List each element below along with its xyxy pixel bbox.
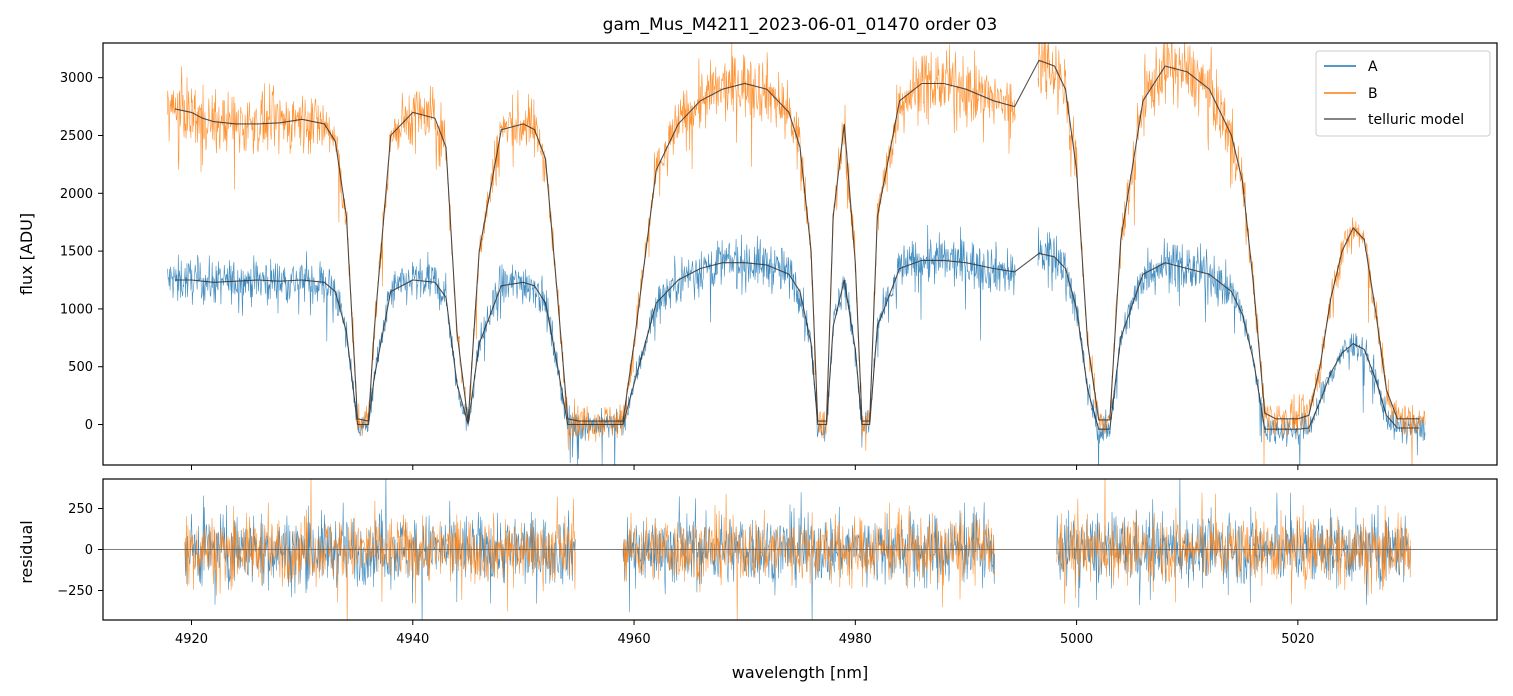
flux-y-tick-label: 500 [68, 360, 93, 375]
legend: A B telluric model [1315, 50, 1491, 137]
residual-y-tick-label: 0 [85, 543, 93, 558]
flux-y-tick-label: 0 [85, 418, 93, 433]
series-b-flux-line [166, 43, 1426, 465]
x-tick-label: 5020 [1281, 632, 1314, 647]
chart-title: gam_Mus_M4211_2023-06-01_01470 order 03 [603, 15, 998, 35]
flux-y-label: flux [ADU] [17, 213, 36, 295]
x-tick-label: 4920 [175, 632, 208, 647]
flux-y-tick-label: 3000 [60, 71, 93, 86]
legend-box [1315, 50, 1491, 137]
legend-label-b: B [1368, 86, 1378, 102]
x-tick-label: 4960 [618, 632, 651, 647]
x-tick-label: 4980 [839, 632, 872, 647]
flux-y-tick-label: 2000 [60, 187, 93, 202]
flux-y-tick-label: 1000 [60, 302, 93, 317]
x-axis-label: wavelength [nm] [732, 663, 869, 682]
flux-y-axis: 0 500 1000 1500 2000 2500 3000 [60, 71, 103, 433]
legend-label-model: telluric model [1368, 112, 1464, 128]
x-tick-label: 5000 [1060, 632, 1093, 647]
flux-y-tick-label: 2500 [60, 129, 93, 144]
residual-y-tick-label: −250 [57, 584, 93, 599]
flux-panel: 0 500 1000 1500 2000 2500 3000 flux [ADU] A B … [17, 42, 1498, 470]
telluric-model-a-line [174, 252, 1420, 430]
residual-b-line [184, 479, 1411, 620]
legend-label-a: A [1368, 59, 1378, 75]
telluric-model-b-line [174, 59, 1420, 423]
x-tick-label: 4940 [396, 632, 429, 647]
residual-y-label: residual [17, 520, 36, 583]
flux-axes-frame [102, 42, 1498, 466]
series-a-flux-line [166, 224, 1426, 465]
residual-y-tick-label: 250 [68, 502, 93, 517]
residual-x-axis: 4920 4940 4960 4980 5000 5020 [175, 620, 1314, 647]
flux-plot-area [166, 43, 1426, 465]
residual-panel: −250 0 250 4920 4940 4960 4980 5000 5020 residu… [17, 478, 1498, 682]
residual-plot-area [103, 479, 1497, 620]
flux-y-tick-label: 1500 [60, 245, 93, 260]
residual-y-axis: −250 0 250 [57, 502, 103, 599]
flux-x-ticks [191, 465, 1299, 470]
